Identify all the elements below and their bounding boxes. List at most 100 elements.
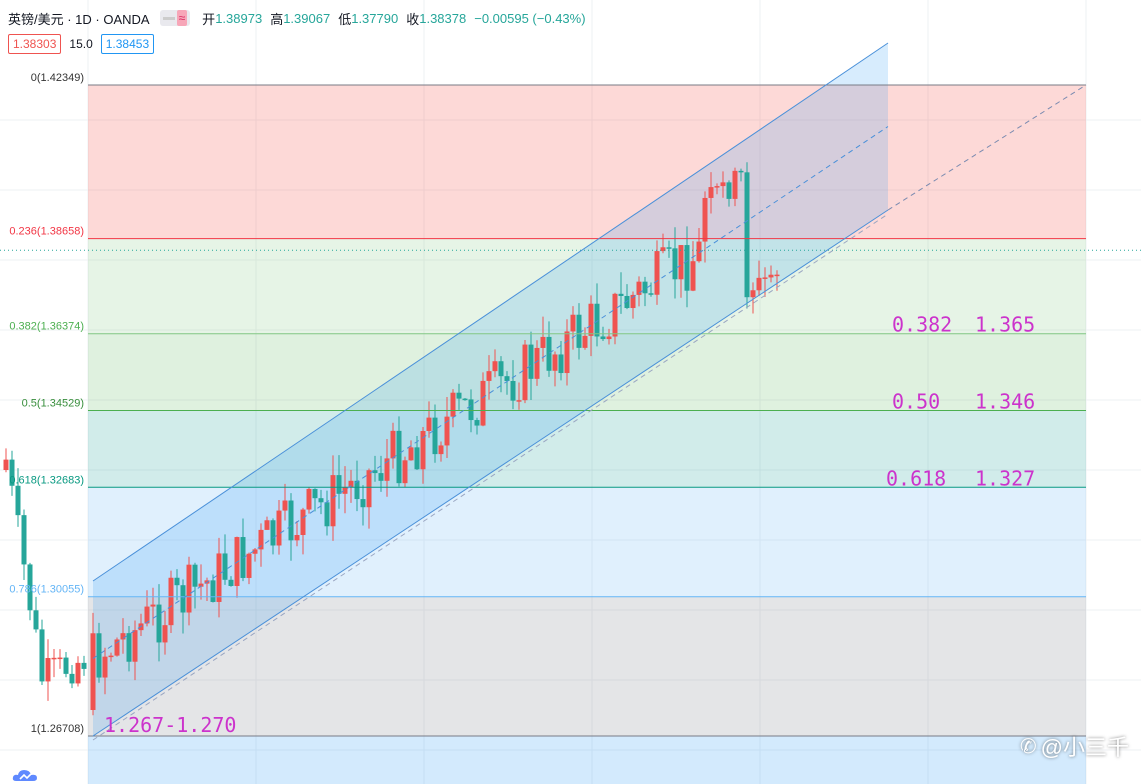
candle-body-123 <box>744 172 750 298</box>
candle-body-110 <box>666 247 672 249</box>
candle-body-73 <box>444 416 450 446</box>
candle-body-74 <box>450 392 456 417</box>
candle-body-127 <box>768 274 774 278</box>
candle-body-34 <box>210 580 216 602</box>
candle-body-118 <box>714 186 720 188</box>
candle-body-69 <box>420 431 426 470</box>
fib-zone-0.618 <box>88 487 1086 597</box>
candle-body-96 <box>582 335 588 348</box>
fib-label-1: 1(1.26708) <box>31 723 84 735</box>
candle-body-47 <box>288 500 294 541</box>
candle-body-126 <box>762 277 768 279</box>
candle-body-19 <box>120 633 126 640</box>
candle-body-40 <box>246 553 252 578</box>
candle-body-65 <box>396 430 402 484</box>
annotation-ratio-2: 0.618 <box>886 466 946 490</box>
candle-body-68 <box>414 447 420 470</box>
candle-body-78 <box>474 420 480 426</box>
candle-body-35 <box>216 553 222 602</box>
change-value: −0.00595 (−0.43%) <box>474 10 586 26</box>
candle-body-44 <box>270 520 276 546</box>
indicator-toggle[interactable]: ≈ <box>159 10 191 26</box>
candle-body-67 <box>408 447 414 461</box>
candle-body-32 <box>198 583 204 587</box>
candle-body-36 <box>222 553 228 580</box>
candle-body-80 <box>486 371 492 381</box>
fib-label-0.618: 0.618(1.32683) <box>9 474 84 486</box>
annotations: 0.382 1.365 0.50 1.346 0.618 1.327 1.267-1.270 <box>104 312 1035 737</box>
channel-lines[interactable] <box>92 42 1087 741</box>
candle-body-100 <box>606 336 612 340</box>
candle-body-15 <box>96 633 102 678</box>
candle-body-121 <box>732 170 738 199</box>
symbol-title[interactable]: 英镑/美元 · 1D · OANDA <box>8 11 150 27</box>
candle-body-0 <box>3 459 9 470</box>
candle-body-62 <box>378 473 384 481</box>
candle-body-38 <box>234 537 240 586</box>
candle-body-23 <box>144 606 150 624</box>
candle-body-13 <box>81 662 87 669</box>
channel-fill <box>93 43 888 736</box>
candle-body-3 <box>21 515 27 565</box>
candle-body-37 <box>228 579 234 586</box>
fib-zone-0.236 <box>88 238 1086 334</box>
candle-body-116 <box>702 197 708 242</box>
candle-body-117 <box>708 187 714 198</box>
candle-body-115 <box>696 241 702 262</box>
candle-body-41 <box>252 549 258 554</box>
candle-body-61 <box>372 470 378 474</box>
watermark: ✆ @小三千 <box>1020 730 1129 762</box>
candle-body-29 <box>180 585 186 613</box>
low-value: 1.37790 <box>351 10 399 26</box>
candle-body-5 <box>33 610 39 630</box>
candle-body-113 <box>684 245 690 291</box>
candle-body-42 <box>258 529 264 550</box>
channel-lower-dash <box>92 213 889 741</box>
fib-label-0.5: 0.5(1.34529) <box>22 397 84 409</box>
candle-body-99 <box>600 336 606 340</box>
sell-price-button[interactable]: 1.38303 <box>8 34 62 54</box>
candle-body-52 <box>318 498 324 503</box>
fib-zone-0 <box>88 85 1086 239</box>
spread-value: 15.0 <box>69 37 93 51</box>
candle-body-49 <box>300 509 306 536</box>
candle-body-18 <box>114 639 120 656</box>
candle-body-77 <box>468 399 474 421</box>
candle-body-98 <box>594 303 600 337</box>
candle-body-97 <box>588 303 594 336</box>
fib-zone-1 <box>88 736 1086 784</box>
candle-body-16 <box>102 656 108 678</box>
candles <box>3 162 780 716</box>
fib-labels: 0(1.42349) 0.236(1.38658) 0.382(1.36374) 0.… <box>9 72 84 735</box>
candle-body-88 <box>534 347 540 379</box>
candle-body-106 <box>642 281 648 294</box>
candle-body-104 <box>630 294 636 309</box>
candle-body-12 <box>75 662 81 684</box>
high-value: 1.39067 <box>283 10 331 26</box>
candle-body-60 <box>366 470 372 508</box>
candle-body-128 <box>774 274 780 277</box>
fib-zones <box>88 85 1086 784</box>
candle-body-21 <box>132 630 138 662</box>
candle-body-6 <box>39 629 45 682</box>
candle-body-107 <box>648 293 654 295</box>
candle-body-14 <box>90 633 96 710</box>
candle-body-109 <box>660 247 666 252</box>
candle-body-66 <box>402 460 408 484</box>
candle-body-83 <box>504 376 510 381</box>
channel-lower-line <box>92 209 889 737</box>
channel-area <box>93 43 888 736</box>
candle-body-87 <box>528 344 534 379</box>
cloud-icon[interactable] <box>12 768 38 782</box>
candle-body-92 <box>558 354 564 374</box>
candle-body-48 <box>294 535 300 541</box>
channel-mid-line <box>92 126 889 659</box>
candle-body-72 <box>438 445 444 455</box>
candle-body-17 <box>108 655 114 658</box>
candle-body-2 <box>15 485 21 516</box>
candle-body-39 <box>240 537 246 578</box>
buy-price-button[interactable]: 1.38453 <box>100 34 155 54</box>
fib-label-0: 0(1.42349) <box>31 72 84 84</box>
candle-body-55 <box>336 475 342 494</box>
